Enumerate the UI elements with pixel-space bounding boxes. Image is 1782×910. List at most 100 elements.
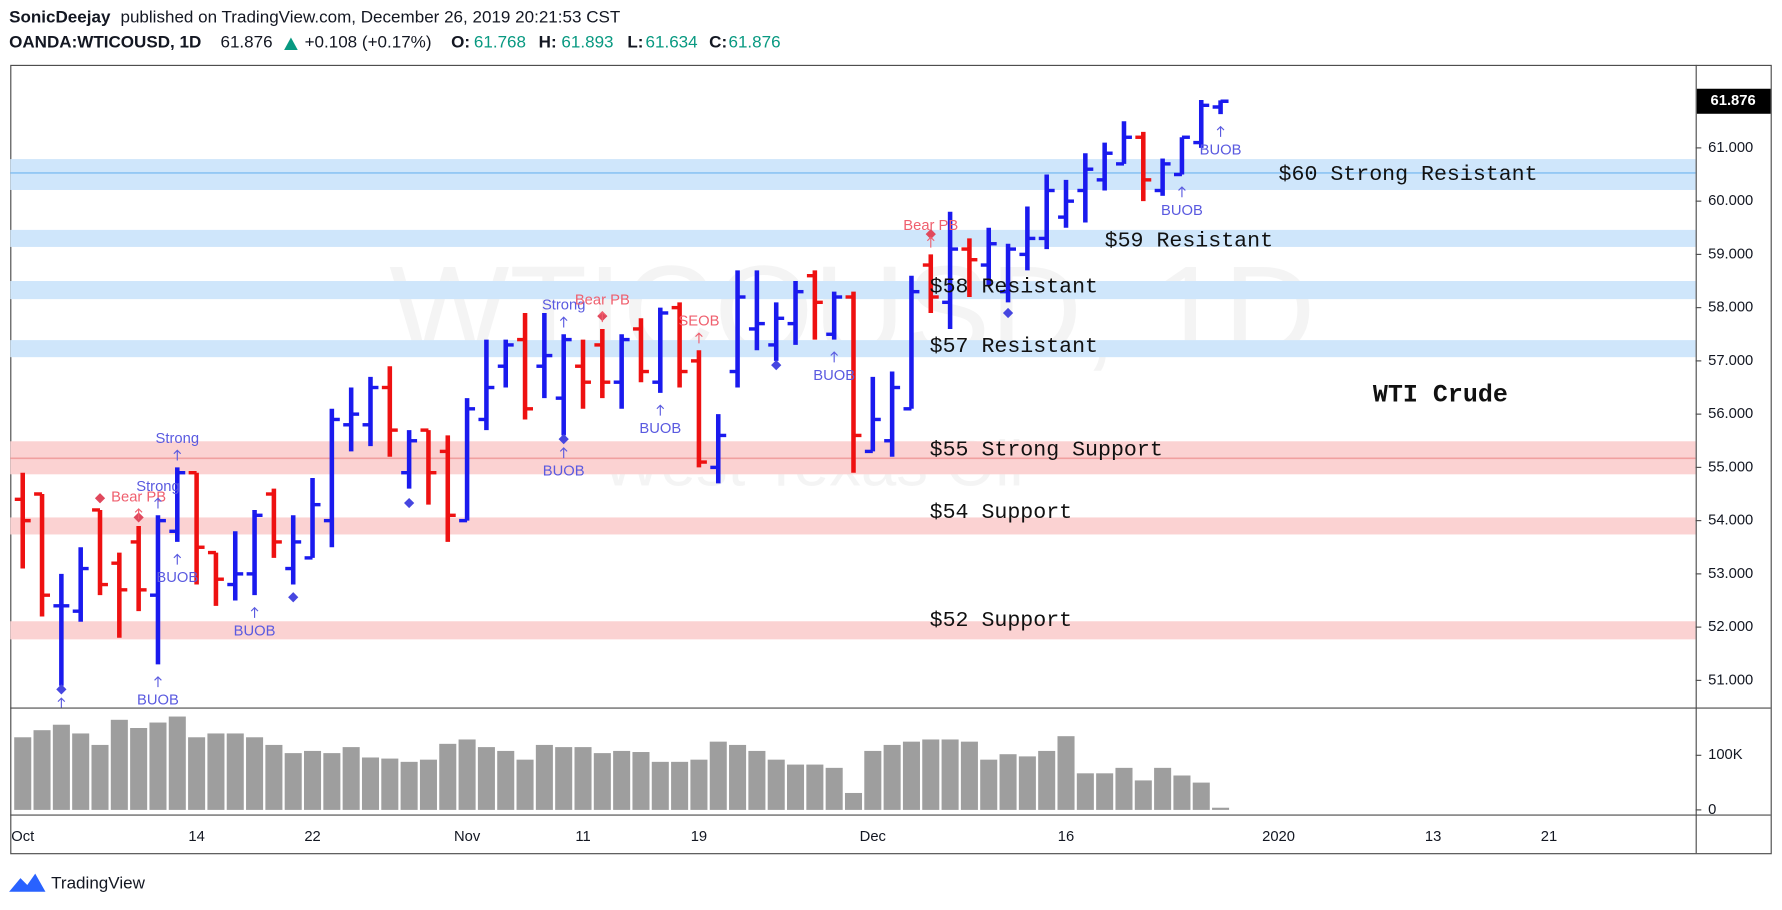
- volume-bar: [323, 753, 341, 810]
- zone-label: $58 Resistant: [930, 275, 1098, 299]
- ohlc-value: 61.893: [561, 33, 613, 52]
- signal-arrow: [1216, 125, 1225, 137]
- y-tick-label: 55.000: [1708, 459, 1753, 475]
- signal-arrow: [173, 449, 182, 461]
- x-tick-label: Oct: [11, 829, 34, 845]
- volume-bar: [535, 744, 553, 810]
- zone-label: $54 Support: [930, 501, 1072, 525]
- volume-bar: [188, 737, 206, 810]
- logo-icon: [9, 873, 46, 892]
- volume-bar: [284, 753, 302, 810]
- volume-bar: [439, 743, 457, 810]
- volume-bar: [999, 754, 1017, 810]
- x-tick-label: Dec: [860, 829, 886, 845]
- signal-arrow: [57, 697, 66, 708]
- volume-bar: [1134, 780, 1152, 810]
- signal-marker: [94, 493, 106, 504]
- signal-label: BUOB: [639, 421, 681, 437]
- signal-marker: [56, 684, 67, 695]
- ohlc-value: 61.768: [474, 33, 526, 52]
- y2-tick-label: 0: [1708, 802, 1716, 818]
- volume-bar: [980, 759, 998, 810]
- x-tick-label: 13: [1425, 829, 1441, 845]
- volume-bar: [381, 758, 399, 810]
- x-tick-label: 21: [1541, 829, 1557, 845]
- zone-label: $60 Strong Resistant: [1279, 163, 1538, 187]
- volume-bar: [1057, 736, 1075, 810]
- signal-label: BUOB: [1161, 203, 1203, 219]
- signal-label: BUOB: [137, 693, 179, 709]
- signal-arrow: [154, 676, 162, 688]
- last-price: 61.876: [220, 33, 272, 52]
- signal-arrow: [559, 316, 568, 328]
- volume-bar: [265, 744, 283, 810]
- signal-arrow: [830, 351, 838, 363]
- tradingview-logo: TradingView: [9, 873, 146, 892]
- x-tick-label: 22: [304, 829, 320, 845]
- signal-arrow: [250, 606, 259, 618]
- published-note: published on TradingView.com, December 2…: [120, 8, 620, 27]
- signal-label: BUOB: [813, 368, 855, 384]
- volume-bar: [767, 759, 785, 810]
- volume-bar: [207, 733, 225, 810]
- y-tick-label: 54.000: [1708, 513, 1753, 529]
- y-tick-label: 57.000: [1708, 353, 1753, 369]
- volume-bar: [941, 739, 959, 810]
- y-tick-label: 59.000: [1708, 246, 1753, 262]
- volume-bar: [574, 747, 592, 810]
- volume-bar: [1096, 773, 1114, 810]
- signal-marker: [404, 497, 415, 509]
- volume-bar: [671, 761, 689, 810]
- volume-bar: [33, 730, 51, 810]
- ohlc-key: C:: [709, 33, 727, 52]
- signal-label: Bear PB: [111, 489, 166, 505]
- zone-band: [10, 159, 1696, 190]
- x-tick-label: 14: [188, 829, 204, 845]
- y-tick-label: 61.000: [1708, 140, 1753, 156]
- volume-bar: [883, 744, 901, 810]
- y2-tick-label: 100K: [1708, 747, 1743, 763]
- volume-bar: [477, 747, 495, 810]
- volume-bar: [844, 792, 863, 810]
- zone-band: [10, 229, 1696, 247]
- volume-bar: [748, 750, 766, 810]
- volume-bar: [516, 759, 534, 810]
- signal-label: BUOB: [156, 570, 198, 586]
- zone-band: [10, 621, 1696, 640]
- signal-label: Bear PB: [903, 218, 958, 234]
- volume-bar: [1018, 756, 1036, 810]
- volume-bar: [690, 759, 708, 810]
- volume-bar: [361, 757, 380, 810]
- last-price-label: 61.876: [1711, 93, 1756, 109]
- price-pane: WTICOUSD, 1DWest Texas OilBear PBStrongS…: [10, 99, 1696, 709]
- zone-label: $59 Resistant: [1105, 229, 1273, 253]
- volume-bar: [1154, 767, 1172, 810]
- y-tick-label: 53.000: [1708, 566, 1753, 582]
- signal-marker: [288, 592, 299, 603]
- last-price-box: [1696, 88, 1771, 114]
- volume-bar: [168, 716, 186, 810]
- signal-label: SEOB: [678, 314, 719, 330]
- y-tick-label: 60.000: [1708, 193, 1753, 209]
- symbol: OANDA:WTICOUSD, 1D: [9, 33, 201, 52]
- brand: TradingView: [51, 873, 145, 892]
- volume-pane: [14, 716, 1230, 810]
- volume-bar: [555, 747, 573, 810]
- volume-bar: [651, 761, 669, 810]
- volume-bar: [1212, 807, 1230, 810]
- signal-arrow: [695, 332, 703, 344]
- y-tick-label: 56.000: [1708, 406, 1753, 422]
- signal-arrow: [926, 236, 935, 248]
- volume-bar: [400, 761, 418, 810]
- ohlc-key: H:: [539, 33, 557, 52]
- signal-label: BUOB: [234, 623, 276, 639]
- y-tick-label: 58.000: [1708, 300, 1753, 316]
- volume-bar: [149, 722, 167, 810]
- volume-bar: [91, 744, 109, 810]
- signal-label: Strong: [542, 298, 585, 314]
- volume-bar: [902, 741, 920, 810]
- x-tick-label: 2020: [1262, 829, 1295, 845]
- change: +0.108 (+0.17%): [305, 33, 432, 52]
- signal-marker: [1002, 307, 1014, 319]
